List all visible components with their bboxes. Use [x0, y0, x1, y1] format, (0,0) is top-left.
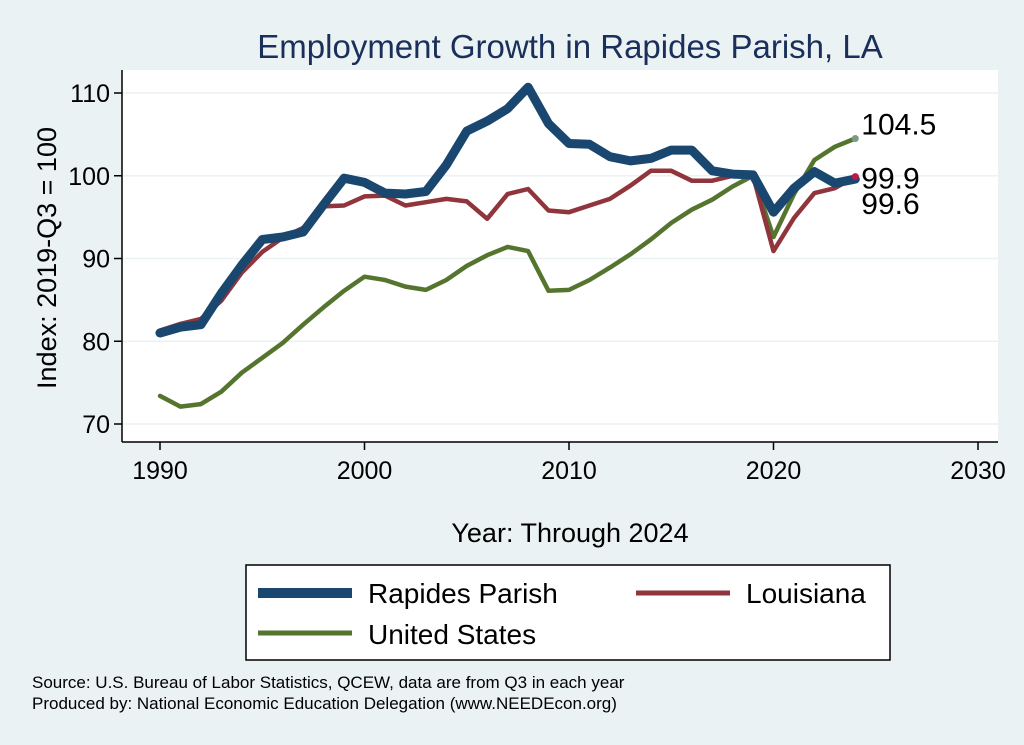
end-marker-united-states: [851, 135, 859, 143]
series-line-united-states: [157, 136, 858, 409]
y-tick-label-90: 90: [82, 246, 110, 274]
series-lines: [155, 82, 860, 409]
legend-label-louisiana: Louisiana: [746, 578, 866, 609]
x-tick-label-1990: 1990: [132, 457, 188, 485]
end-labels: 104.5 99.999.6: [851, 109, 936, 221]
y-tick-label-70: 70: [82, 411, 110, 439]
source-note: Source: U.S. Bureau of Labor Statistics,…: [32, 673, 625, 692]
x-tick-label-2010: 2010: [541, 457, 597, 485]
x-tick-label-2020: 2020: [746, 457, 802, 485]
x-axis-title: Year: Through 2024: [451, 518, 688, 548]
legend-box: [245, 564, 891, 661]
produced-by-note: Produced by: National Economic Education…: [32, 694, 617, 713]
legend: Rapides Parish Louisiana United States: [245, 564, 891, 661]
x-tick-label-2030: 2030: [950, 457, 1006, 485]
y-tick-label-110: 110: [70, 80, 110, 108]
y-tick-label-100: 100: [68, 163, 110, 191]
chart-title: Employment Growth in Rapides Parish, LA: [257, 28, 882, 65]
grid-lines: [122, 92, 998, 425]
end-label-louisiana: 99.9: [861, 163, 919, 196]
x-tick-label-2000: 2000: [337, 457, 393, 485]
end-label-united-states: 104.5: [861, 109, 936, 142]
series-line-rapides-parish: [155, 82, 860, 338]
end-label-rapides-parish: 99.6: [861, 188, 919, 221]
end-marker-louisiana: [851, 173, 859, 181]
legend-label-us: United States: [368, 619, 536, 650]
y-axis-title: Index: 2019-Q3 = 100: [32, 127, 62, 389]
legend-label-rapides: Rapides Parish: [368, 578, 558, 609]
y-tick-label-80: 80: [82, 328, 110, 356]
axes: 70 80 90 100 110 1990 2000 2010 2020 2030: [68, 70, 1006, 485]
